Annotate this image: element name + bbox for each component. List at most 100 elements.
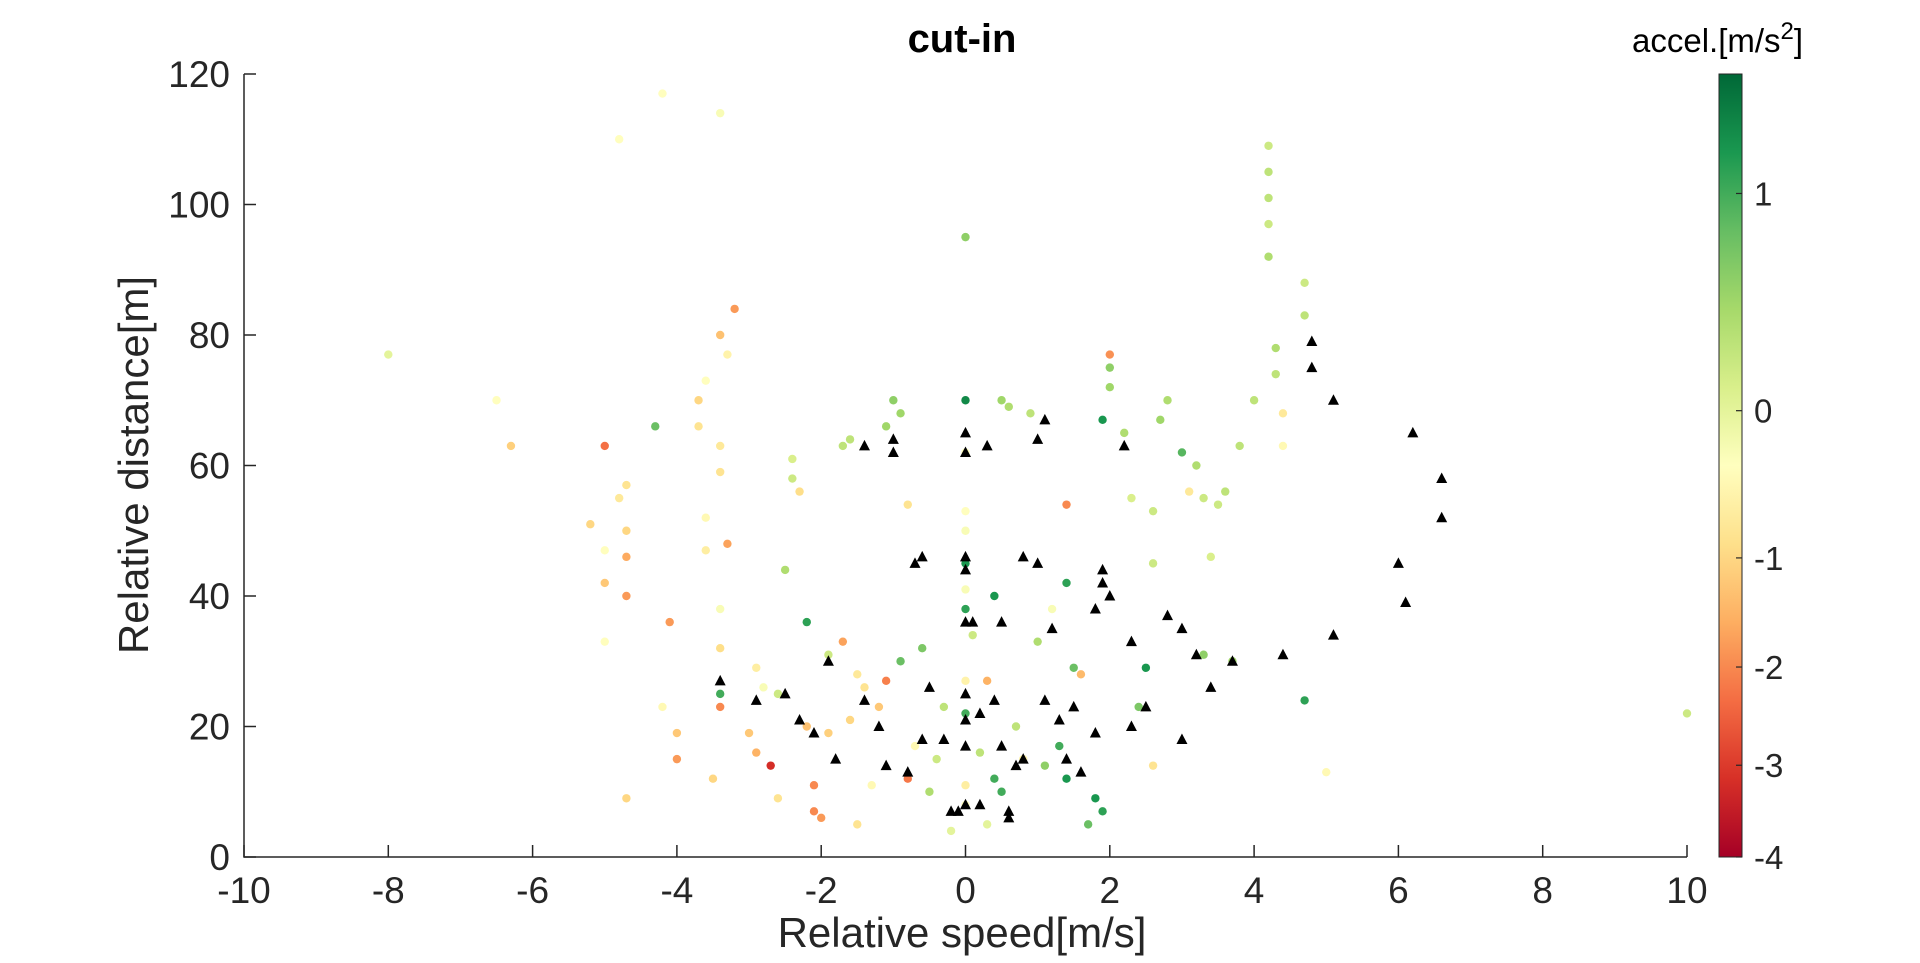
scatter-point bbox=[1264, 252, 1273, 261]
scatter-point bbox=[1278, 441, 1288, 451]
scatter-point bbox=[752, 663, 761, 672]
scatter-point bbox=[997, 787, 1006, 796]
scatter-point bbox=[824, 728, 833, 738]
scatter-point bbox=[997, 396, 1006, 405]
triangle-marker bbox=[945, 805, 957, 816]
triangle-marker bbox=[873, 720, 885, 731]
triangle-marker bbox=[974, 707, 986, 718]
scatter-point bbox=[614, 493, 624, 503]
scatter-point bbox=[614, 135, 624, 144]
scatter-point bbox=[1192, 461, 1201, 470]
scatter-point bbox=[622, 480, 631, 490]
y-tick-label: 60 bbox=[189, 446, 230, 487]
x-tick-label: -2 bbox=[805, 870, 838, 911]
triangle-marker bbox=[1277, 648, 1289, 660]
scatter-point bbox=[715, 644, 725, 653]
triangle-marker bbox=[1125, 720, 1137, 731]
scatter-point bbox=[1156, 415, 1165, 425]
colorbar-tick-label: -3 bbox=[1754, 747, 1783, 784]
plot-area bbox=[384, 89, 1692, 836]
triangle-marker bbox=[1017, 753, 1029, 764]
scatter-point bbox=[1682, 709, 1692, 718]
scatter-point bbox=[694, 422, 703, 431]
scatter-point bbox=[881, 676, 891, 686]
triangle-marker bbox=[938, 733, 950, 745]
scatter-point bbox=[939, 702, 949, 712]
scatter-point bbox=[961, 396, 970, 405]
triangle-marker bbox=[960, 550, 971, 562]
triangle-marker bbox=[1097, 563, 1109, 575]
triangle-marker bbox=[981, 439, 993, 451]
triangle-marker bbox=[1327, 394, 1339, 405]
triangle-marker bbox=[1205, 681, 1217, 692]
scatter-point bbox=[651, 422, 660, 431]
x-tick-label: 4 bbox=[1244, 870, 1265, 911]
y-tick-label: 0 bbox=[209, 837, 230, 878]
triangle-marker bbox=[779, 687, 791, 699]
scatter-point bbox=[817, 813, 826, 823]
triangle-marker bbox=[960, 563, 971, 575]
scatter-point bbox=[1055, 741, 1064, 751]
triangle-marker bbox=[1327, 629, 1339, 640]
colorbar-tick-label: -1 bbox=[1754, 540, 1783, 577]
scatter-point bbox=[788, 454, 797, 464]
x-axis: -10 -8 -6 -4 -2 0 2 4 6 8 10 bbox=[217, 845, 1708, 911]
triangle-marker bbox=[1407, 426, 1419, 438]
triangle-marker bbox=[1061, 753, 1073, 764]
scatter-point bbox=[881, 422, 891, 431]
triangle-marker bbox=[1075, 766, 1087, 777]
scatter-point bbox=[492, 396, 501, 405]
y-tick-label: 40 bbox=[189, 576, 230, 617]
x-tick-label: 6 bbox=[1388, 870, 1409, 911]
scatter-point bbox=[1177, 448, 1187, 457]
triangle-marker bbox=[1032, 557, 1044, 568]
scatter-point bbox=[715, 702, 725, 712]
colorbar-tick-label: -2 bbox=[1754, 649, 1783, 686]
scatter-point bbox=[968, 630, 977, 640]
triangle-marker bbox=[1017, 550, 1029, 562]
triangle-marker bbox=[960, 616, 971, 627]
triangle-marker bbox=[822, 655, 834, 666]
triangle-marker bbox=[974, 798, 986, 810]
scatter-point bbox=[622, 591, 631, 601]
scatter-point bbox=[1221, 487, 1230, 496]
scatter-point bbox=[600, 441, 609, 451]
triangle-marker bbox=[960, 798, 971, 810]
scatter-point bbox=[1148, 559, 1158, 568]
scatter-point bbox=[925, 787, 934, 796]
triangle-marker bbox=[1104, 590, 1116, 601]
scatter-point bbox=[622, 794, 631, 803]
triangle-marker bbox=[1392, 557, 1404, 568]
colorbar: 1 0 -1 -2 -3 -4 accel.[m/s2] bbox=[1632, 18, 1803, 876]
scatter-point bbox=[860, 683, 869, 692]
scatter-point bbox=[1083, 820, 1093, 829]
triangle-marker bbox=[1436, 472, 1448, 484]
scatter-point bbox=[1264, 219, 1273, 229]
scatter-point bbox=[1206, 552, 1216, 562]
triangle-marker bbox=[1190, 648, 1202, 660]
scatter-point bbox=[1076, 670, 1086, 679]
triangle-marker bbox=[1046, 622, 1058, 634]
scatter-point bbox=[1213, 500, 1223, 509]
scatter-point bbox=[961, 781, 970, 790]
scatter-point bbox=[715, 441, 725, 451]
x-tick-label: 8 bbox=[1532, 870, 1553, 911]
scatter-point bbox=[961, 526, 970, 535]
scatter-point bbox=[586, 520, 595, 529]
scatter-point bbox=[1105, 350, 1115, 359]
triangle-marker bbox=[880, 759, 892, 771]
triangle-marker bbox=[1003, 811, 1015, 823]
scatter-point bbox=[1033, 637, 1042, 646]
x-tick-label: -6 bbox=[516, 870, 549, 911]
x-tick-label: 2 bbox=[1100, 870, 1121, 911]
triangle-marker bbox=[967, 616, 979, 627]
scatter-point bbox=[838, 441, 848, 451]
triangle-marker bbox=[960, 740, 971, 751]
scatter-point bbox=[1011, 722, 1021, 731]
scatter-point bbox=[1278, 409, 1288, 418]
scatter-point bbox=[715, 689, 725, 699]
y-tick-label: 120 bbox=[168, 54, 230, 95]
triangle-marker bbox=[1436, 511, 1448, 523]
triangle-marker bbox=[916, 550, 928, 562]
scatter-point bbox=[918, 644, 927, 653]
